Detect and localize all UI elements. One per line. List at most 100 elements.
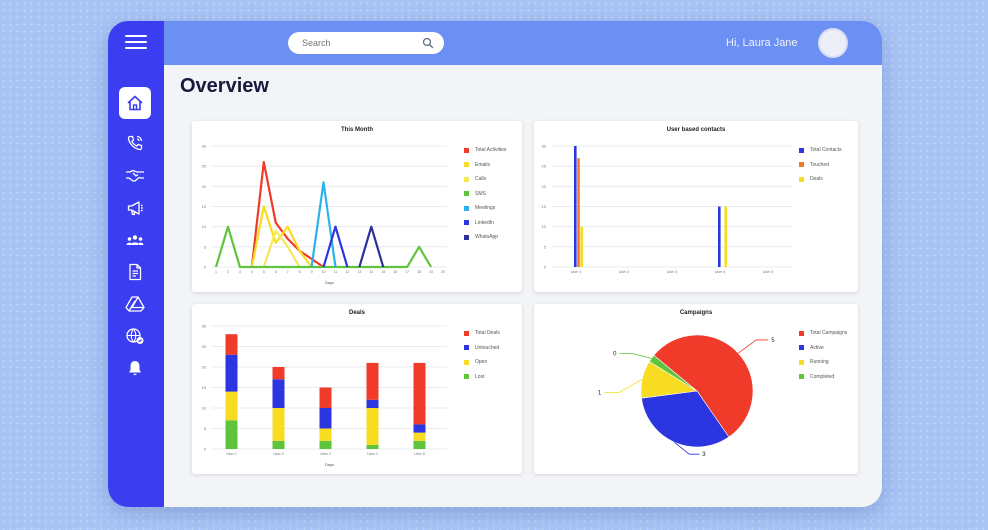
x-tick-label: 15 bbox=[381, 270, 385, 274]
legend-item[interactable]: Total Contacts bbox=[799, 143, 842, 158]
bar-segment bbox=[413, 432, 426, 441]
search-bar bbox=[288, 32, 444, 54]
home-icon bbox=[127, 95, 143, 111]
legend-item[interactable]: Total Campaigns bbox=[799, 326, 847, 341]
sidebar-item-notifications[interactable] bbox=[119, 352, 151, 384]
bar-segment bbox=[413, 424, 426, 433]
legend-item[interactable]: SMS bbox=[464, 187, 506, 202]
sidebar-item-calls[interactable] bbox=[119, 127, 151, 159]
legend-label: Lost bbox=[475, 373, 485, 380]
chart-title: Deals bbox=[348, 310, 365, 316]
x-tick-label: 7 bbox=[287, 270, 289, 274]
legend-swatch bbox=[464, 359, 469, 365]
sidebar-item-home[interactable] bbox=[119, 87, 151, 119]
phone-icon bbox=[127, 135, 143, 151]
sidebar-item-deals[interactable] bbox=[119, 160, 151, 192]
x-tick-label: 16 bbox=[393, 270, 397, 274]
x-tick-label: User 2 bbox=[273, 452, 284, 456]
sidebar-item-drive[interactable] bbox=[119, 288, 151, 320]
x-tick-label: User 3 bbox=[667, 270, 678, 274]
legend-item[interactable]: Calls bbox=[464, 172, 506, 187]
legend-item[interactable]: Deals bbox=[799, 172, 842, 187]
y-tick-label: 5 bbox=[204, 426, 207, 431]
x-tick-label: 18 bbox=[417, 270, 421, 274]
y-tick-label: 30 bbox=[202, 144, 207, 149]
pie-data-label: 3 bbox=[702, 452, 706, 458]
legend-label: Total Activities bbox=[475, 147, 507, 154]
pie-chart: 5 3 1 0 bbox=[598, 334, 775, 458]
sidebar-item-campaigns[interactable] bbox=[119, 192, 151, 224]
legend-label: LinkedIn bbox=[475, 219, 494, 226]
chart-card-deals: Deals 0 5 10 15 20 25 30 User 1 User 2 User 3 User… bbox=[192, 304, 522, 474]
x-tick-label: User 4 bbox=[367, 452, 378, 456]
legend-label: Running bbox=[810, 359, 829, 366]
legend-label: Deals bbox=[810, 176, 823, 183]
bar-segment bbox=[319, 440, 332, 449]
pie-data-label: 5 bbox=[771, 338, 775, 344]
legend-item[interactable]: Active bbox=[799, 341, 847, 356]
chart-legend: Total Contacts Touched Deals bbox=[799, 143, 842, 187]
legend-swatch bbox=[464, 330, 469, 336]
bar-segment bbox=[319, 428, 332, 441]
bar-segment bbox=[366, 408, 379, 445]
legend-swatch bbox=[799, 162, 804, 168]
legend-item[interactable]: Touched bbox=[799, 158, 842, 173]
chart-title: Campaigns bbox=[679, 310, 713, 316]
y-tick-label: 20 bbox=[202, 184, 207, 189]
legend-item[interactable]: Meetings bbox=[464, 201, 506, 216]
sidebar-item-web[interactable] bbox=[119, 320, 151, 352]
globe-icon bbox=[126, 328, 144, 344]
legend-swatch bbox=[464, 234, 469, 240]
x-tick-label: 20 bbox=[441, 270, 445, 274]
x-tick-label: 17 bbox=[405, 270, 409, 274]
megaphone-icon bbox=[127, 201, 143, 216]
bar-segment bbox=[413, 440, 426, 449]
x-tick-label: 14 bbox=[369, 270, 373, 274]
legend-item[interactable]: Total Activities bbox=[464, 143, 506, 158]
y-tick-label: 25 bbox=[542, 164, 547, 169]
legend-item[interactable]: Lost bbox=[464, 370, 500, 385]
x-tick-label: 5 bbox=[263, 270, 265, 274]
legend-item[interactable]: Open bbox=[464, 355, 500, 370]
search-icon[interactable] bbox=[422, 37, 434, 49]
legend-item[interactable]: Untouched bbox=[464, 341, 500, 356]
legend-label: SMS bbox=[475, 190, 486, 197]
sidebar-item-contacts[interactable] bbox=[119, 224, 151, 256]
menu-icon[interactable] bbox=[125, 35, 147, 49]
y-tick-label: 5 bbox=[544, 244, 547, 249]
legend-item[interactable]: Completed bbox=[799, 370, 847, 385]
legend-item[interactable]: WhatsApp bbox=[464, 230, 506, 245]
people-icon bbox=[126, 235, 144, 245]
sidebar-item-reports[interactable] bbox=[119, 256, 151, 288]
pie-slice bbox=[641, 390, 730, 448]
x-tick-label: 12 bbox=[345, 270, 349, 274]
legend-item[interactable]: Total Deals bbox=[464, 326, 500, 341]
avatar[interactable] bbox=[818, 28, 848, 58]
y-tick-label: 30 bbox=[202, 324, 207, 329]
bar-segment bbox=[225, 391, 238, 421]
chart-legend: Total Deals Untouched Open Lost bbox=[464, 326, 500, 384]
search-input[interactable] bbox=[302, 38, 418, 48]
chart-card-this-month: This Month 0 5 10 15 20 25 30 1 2 3 4 5 6 7 8 9 10 11 12 13… bbox=[192, 121, 522, 292]
y-tick-label: 0 bbox=[204, 265, 207, 270]
bar bbox=[574, 146, 577, 267]
y-tick-label: 25 bbox=[202, 164, 207, 169]
x-tick-label: 10 bbox=[322, 270, 326, 274]
y-tick-label: 15 bbox=[202, 204, 207, 209]
legend-swatch bbox=[464, 147, 469, 153]
bar-segment bbox=[272, 367, 285, 380]
legend-item[interactable]: Running bbox=[799, 355, 847, 370]
bar bbox=[724, 206, 727, 267]
legend-item[interactable]: LinkedIn bbox=[464, 216, 506, 231]
legend-swatch bbox=[464, 162, 469, 168]
legend-item[interactable]: Emails bbox=[464, 158, 506, 173]
y-tick-label: 10 bbox=[202, 406, 207, 411]
legend-swatch bbox=[464, 345, 469, 351]
bar-segment bbox=[366, 399, 379, 408]
x-tick-label: User 5 bbox=[763, 270, 774, 274]
x-tick-label: 1 bbox=[215, 270, 217, 274]
bar-segment bbox=[225, 420, 238, 449]
x-axis-label: Days bbox=[325, 462, 334, 467]
bar-segment bbox=[272, 440, 285, 449]
